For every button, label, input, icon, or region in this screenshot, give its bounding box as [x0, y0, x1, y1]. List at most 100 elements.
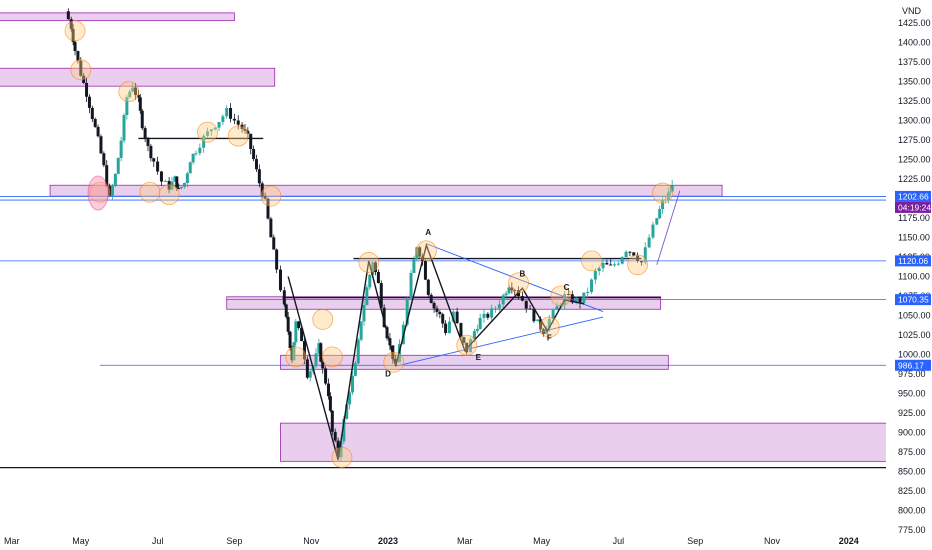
candle-body [213, 127, 217, 130]
candle-body [507, 287, 511, 294]
highlight-circle-19 [321, 346, 343, 368]
point-label-f: F [547, 333, 552, 342]
highlight-circle-0 [64, 20, 86, 42]
candle-body [122, 114, 126, 141]
candle-body [297, 321, 301, 328]
candle-body [305, 359, 309, 378]
candle-body [432, 302, 436, 309]
candle-body [356, 339, 360, 364]
x-tick-label: Jul [613, 536, 625, 546]
candle-body [321, 361, 325, 369]
candle-body [221, 116, 225, 123]
highlight-circle-9 [358, 252, 380, 273]
x-tick-label: Sep [226, 536, 242, 546]
candle-body [513, 290, 517, 292]
candle-body [319, 343, 323, 362]
candle-body [441, 314, 445, 324]
candle-body [632, 252, 636, 256]
candle-body [328, 396, 332, 411]
highlight-circle-1 [70, 59, 92, 81]
y-axis: 1425.00 1400.00 1375.00 1350.00 1325.00 1300.… [886, 0, 932, 550]
price-tag-1 [895, 201, 931, 213]
candle-body [374, 262, 378, 273]
zone-0 [0, 12, 235, 22]
candle-body [435, 308, 439, 312]
candle-body [198, 147, 202, 154]
candle-body [71, 28, 75, 42]
candle-body [590, 279, 594, 292]
zone-4 [280, 354, 669, 370]
candle-body [260, 183, 264, 197]
candle-body [113, 173, 117, 186]
candle-body [616, 263, 620, 265]
candle-body [478, 317, 482, 330]
highlight-circle-13 [550, 285, 572, 307]
candle-body [382, 307, 386, 328]
candle-body [266, 198, 270, 219]
y-tick-label: 850.00 [898, 467, 926, 477]
price-tag-2 [895, 255, 931, 267]
candle-body [79, 60, 83, 76]
highlight-circle-8 [260, 185, 282, 207]
candle-body [578, 298, 582, 304]
highlight-circle-12 [508, 272, 529, 294]
candle-body [350, 375, 354, 393]
candle-body [90, 107, 94, 120]
candle-body [497, 304, 501, 309]
y-tick-label: 1050.00 [898, 311, 931, 321]
candle-body [504, 293, 508, 296]
candle-body [69, 19, 73, 29]
candle-body [206, 131, 210, 136]
candle-body [159, 171, 163, 182]
highlight-circle-7 [227, 125, 249, 147]
candle-body [314, 353, 318, 367]
candle-body [666, 192, 670, 200]
candle-body [342, 418, 346, 442]
candle-body [661, 200, 665, 210]
candle-body [93, 119, 97, 127]
candle-body [177, 188, 181, 190]
candle-body [149, 145, 153, 159]
candle-body [566, 293, 570, 295]
y-axis-background [886, 0, 932, 550]
candle-body [254, 159, 258, 170]
candle-body [601, 262, 605, 269]
y-tick-label: 1400.00 [898, 38, 931, 48]
zigzag-pattern [287, 242, 584, 460]
candle-body [116, 157, 120, 174]
candle-body [317, 343, 321, 354]
candle-body [170, 181, 174, 190]
candle-body [486, 313, 490, 318]
candle-body [173, 176, 177, 182]
candle-body [269, 218, 273, 238]
zone-1 [0, 67, 276, 87]
candle-body [288, 331, 292, 348]
candle-body [180, 186, 184, 189]
candle-body [175, 176, 179, 189]
candle-body [156, 161, 160, 172]
trend-line-0 [426, 243, 604, 313]
candle-body [308, 371, 312, 378]
candle-body [105, 165, 109, 187]
candle-body [570, 294, 574, 303]
candle-body [490, 308, 494, 318]
candle-body [353, 363, 357, 376]
candle-body [188, 162, 192, 174]
price-tag-text-0: 1202.66 [898, 191, 929, 201]
candle-body [418, 247, 422, 257]
candle-body [624, 251, 628, 258]
candle-body [475, 329, 479, 332]
x-tick-label: Sep [687, 536, 703, 546]
candle-body [472, 331, 476, 340]
candle-body [539, 319, 543, 330]
candle-body [551, 310, 555, 319]
candle-body [275, 249, 279, 270]
candle-body [167, 180, 171, 190]
y-tick-label: 1300.00 [898, 116, 931, 126]
trend-line-1 [395, 316, 604, 367]
zones-layer [0, 12, 932, 462]
candle-body [257, 169, 261, 184]
y-tick-label: 1175.00 [898, 213, 930, 223]
